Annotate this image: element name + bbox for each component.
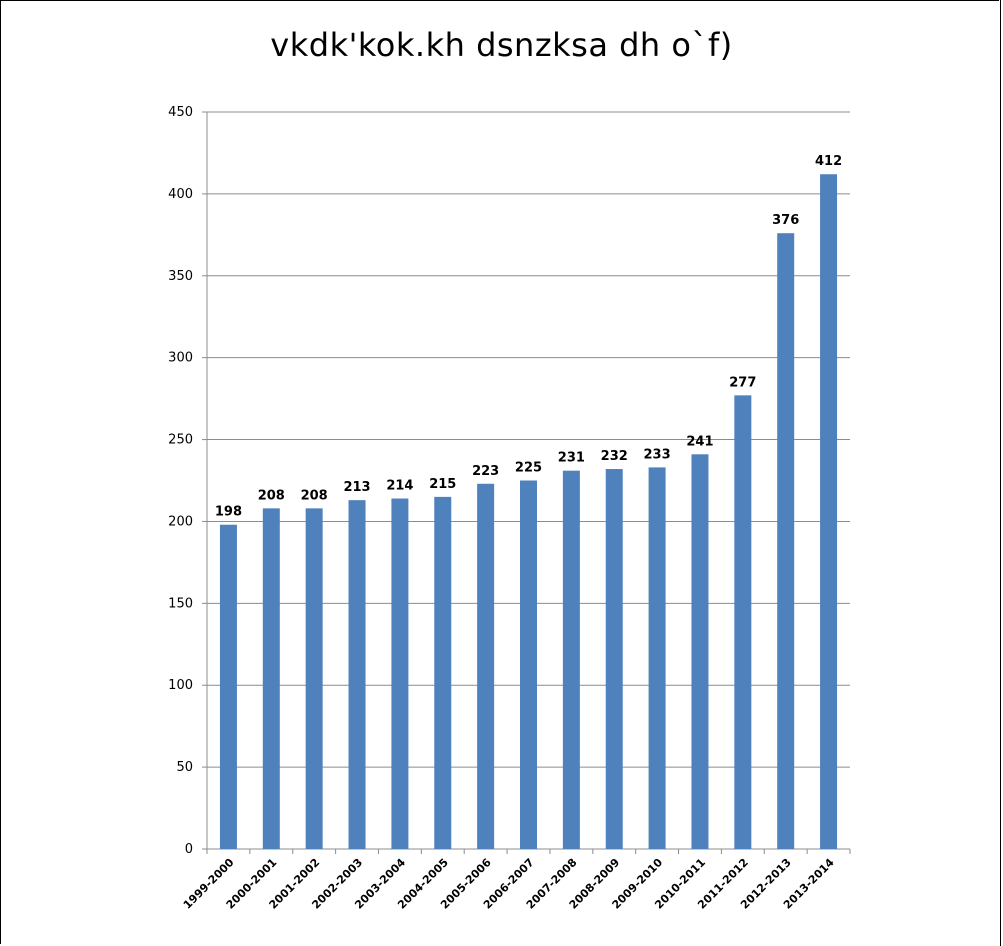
bar — [305, 508, 323, 849]
bar — [520, 480, 537, 849]
data-label: 223 — [472, 464, 499, 479]
data-label: 232 — [601, 449, 628, 464]
data-label: 225 — [515, 461, 542, 476]
bar — [562, 470, 580, 849]
bar — [648, 467, 666, 849]
bar — [820, 174, 838, 850]
data-label: 231 — [558, 451, 585, 466]
bar — [391, 498, 409, 849]
data-label: 412 — [815, 154, 842, 169]
chart-title: vkdk'kok.kh dsnzksa dh o`f) — [270, 26, 733, 64]
data-label: 241 — [686, 434, 713, 449]
data-label: 208 — [258, 488, 285, 503]
bar — [219, 524, 237, 849]
chart-frame-edge — [1000, 0, 1001, 946]
data-label: 198 — [215, 505, 242, 520]
y-tick-label: 300 — [168, 351, 193, 366]
bar — [691, 454, 709, 849]
data-label: 277 — [729, 375, 756, 390]
y-tick-label: 400 — [168, 187, 193, 202]
bar — [477, 483, 495, 849]
data-label: 233 — [644, 447, 671, 462]
y-tick-label: 50 — [176, 760, 193, 775]
y-tick-label: 200 — [168, 514, 193, 529]
bar — [434, 496, 452, 849]
bar — [262, 508, 280, 849]
data-label: 214 — [386, 479, 413, 494]
y-tick-label: 0 — [185, 842, 193, 857]
y-tick-label: 450 — [168, 105, 193, 120]
bar — [734, 395, 752, 849]
bar — [777, 233, 795, 849]
data-label: 208 — [301, 488, 328, 503]
bar — [348, 500, 366, 849]
y-tick-label: 150 — [168, 596, 193, 611]
y-tick-label: 100 — [168, 678, 193, 693]
data-label: 215 — [429, 477, 456, 492]
y-tick-label: 350 — [168, 269, 193, 284]
data-label: 376 — [772, 213, 799, 228]
y-tick-label: 250 — [168, 433, 193, 448]
bar — [605, 469, 623, 849]
data-label: 213 — [343, 480, 370, 495]
